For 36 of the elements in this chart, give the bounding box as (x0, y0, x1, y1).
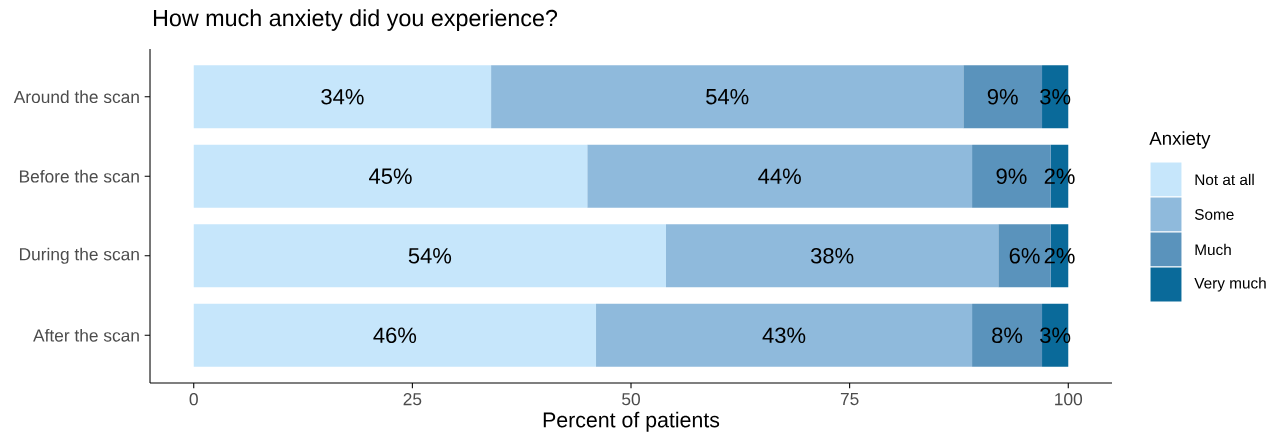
legend-label: Some (1194, 209, 1234, 220)
data-label: 8% (992, 327, 1023, 344)
y-tick-label: During the scan (19, 247, 139, 264)
bar (193, 224, 666, 288)
x-axis-title: Percent of patients (543, 411, 720, 432)
y-tick-label: After the scan (33, 328, 139, 342)
legend-label: Not at all (1195, 173, 1254, 186)
y-tick-label: Around the scan (13, 90, 139, 104)
data-label: 38% (810, 247, 854, 264)
data-label: 54% (408, 248, 452, 264)
bar (193, 303, 597, 367)
bar (193, 144, 588, 208)
data-label: 9% (996, 168, 1027, 185)
data-label: 54% (706, 88, 749, 105)
x-tick-label: 0 (189, 393, 198, 406)
x-tick-label: 25 (403, 393, 422, 406)
chart-title: How much anxiety did you experience? (153, 9, 558, 31)
data-label: 44% (758, 168, 801, 184)
data-label: 43% (762, 327, 806, 344)
y-tick-label: Before the scan (19, 169, 139, 183)
legend-title: Anxiety (1149, 131, 1211, 149)
x-tick-label: 75 (840, 393, 859, 406)
data-label: 46% (373, 327, 417, 344)
data-label: 6% (1009, 247, 1040, 264)
data-label: 34% (321, 88, 364, 105)
bar (587, 144, 973, 208)
bar (596, 303, 973, 367)
x-tick-label: 100 (1055, 393, 1083, 406)
x-tick-label: 50 (622, 393, 640, 406)
legend-label: Very much (1194, 277, 1266, 292)
bar (665, 224, 999, 288)
data-label: 9% (987, 88, 1018, 105)
bar (491, 65, 964, 129)
bar (193, 65, 492, 129)
data-label: 45% (369, 168, 412, 184)
legend-label: Much (1195, 243, 1231, 256)
